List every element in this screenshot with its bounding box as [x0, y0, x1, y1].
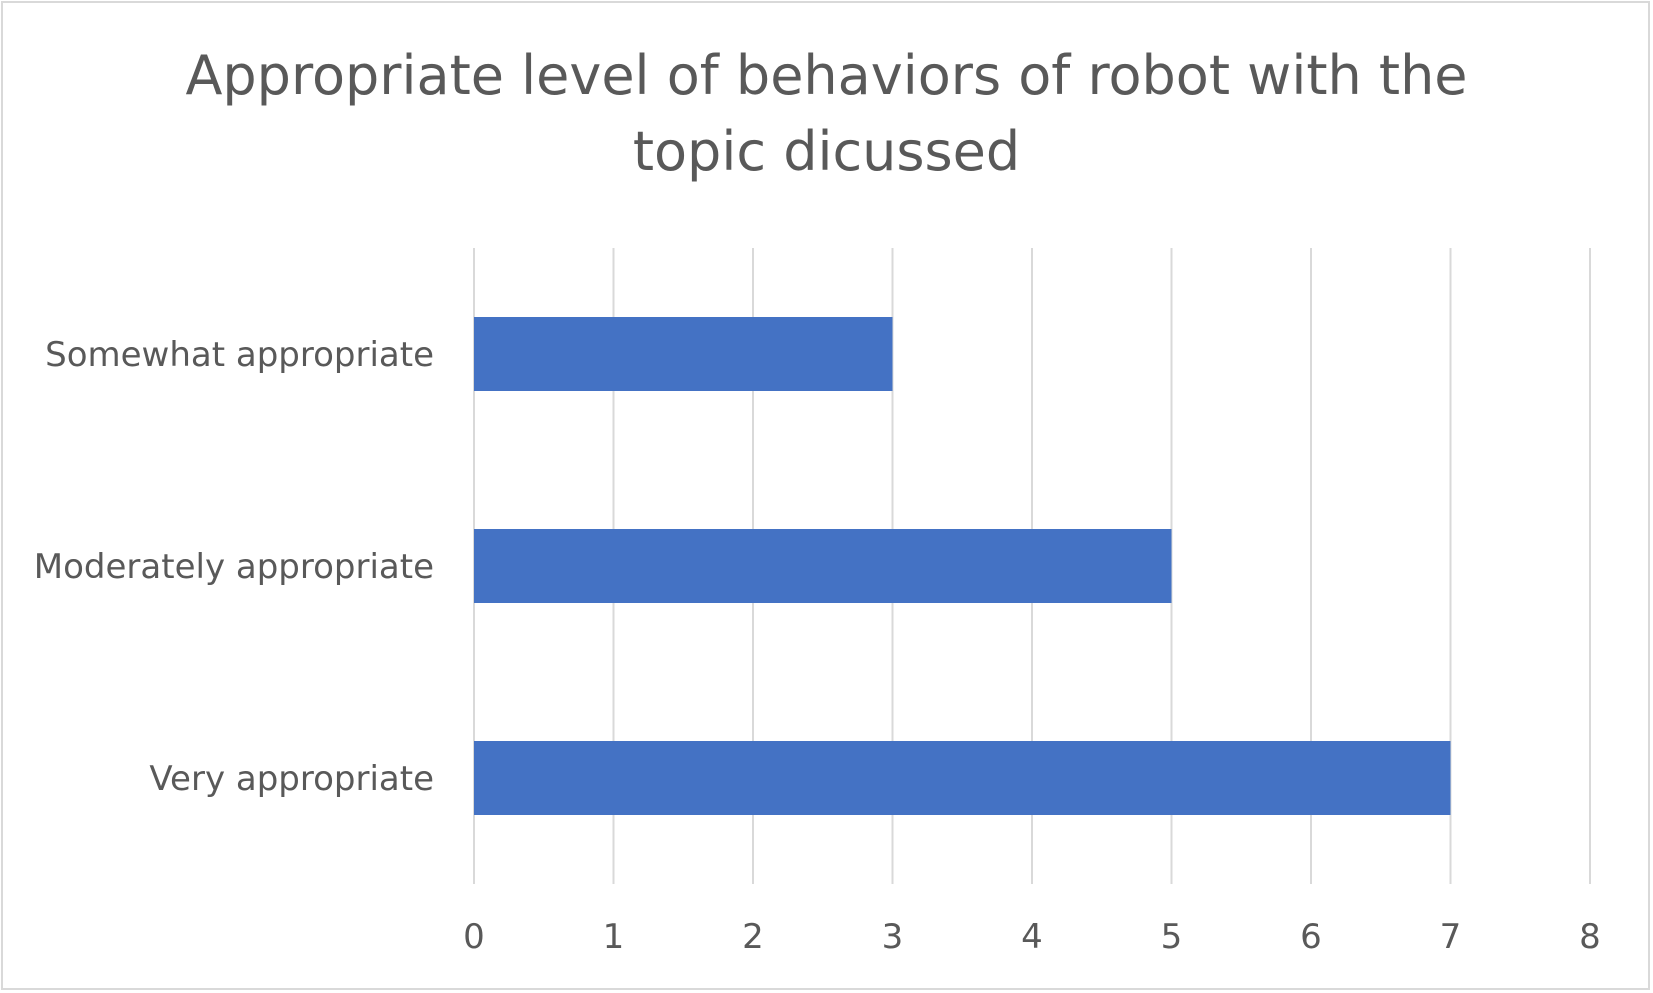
x-tick-label: 5: [1161, 917, 1183, 957]
x-tick-label: 8: [1579, 917, 1601, 957]
x-tick-label: 3: [882, 917, 904, 957]
category-label: Moderately appropriate: [34, 547, 434, 587]
bar-very-appropriate: [474, 741, 1451, 815]
x-tick-label: 4: [1021, 917, 1043, 957]
category-labels: Somewhat appropriate Moderately appropria…: [34, 335, 434, 799]
chart-title-line-1: Appropriate level of behaviors of robot …: [185, 44, 1468, 107]
x-tick-label: 6: [1300, 917, 1322, 957]
x-tick-label: 2: [742, 917, 764, 957]
bar-somewhat-appropriate: [474, 317, 893, 391]
chart-title-line-2: topic dicussed: [632, 120, 1021, 183]
bar-moderately-appropriate: [474, 529, 1172, 603]
bars: [474, 317, 1451, 815]
x-tick-label: 0: [463, 917, 485, 957]
x-axis-tick-labels: 0 1 2 3 4 5 6 7 8: [463, 917, 1601, 957]
category-label: Very appropriate: [149, 759, 434, 799]
category-label: Somewhat appropriate: [45, 335, 434, 375]
x-tick-label: 7: [1440, 917, 1462, 957]
x-tick-label: 1: [603, 917, 625, 957]
chart-title: Appropriate level of behaviors of robot …: [0, 38, 1653, 190]
